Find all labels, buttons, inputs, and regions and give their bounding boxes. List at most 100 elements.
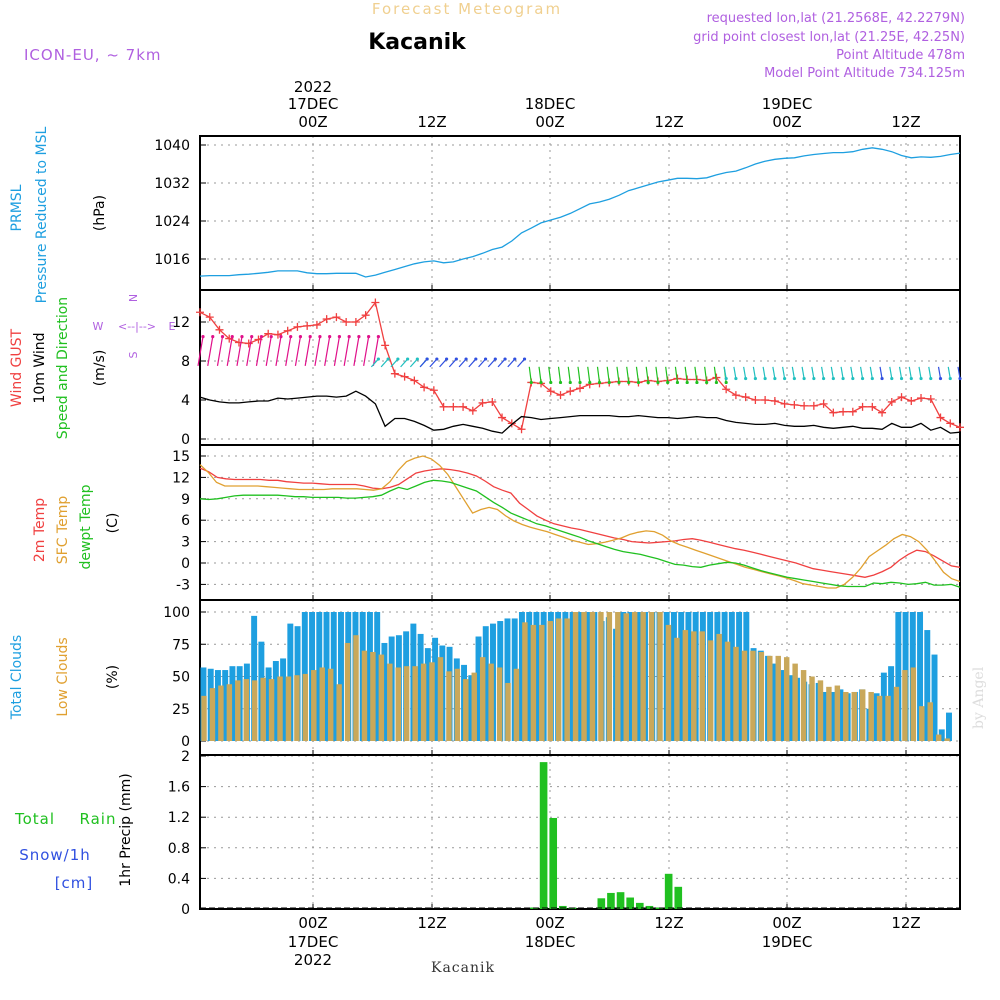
wind-arrow bbox=[947, 366, 951, 379]
wind-arrow-head bbox=[269, 335, 273, 339]
gust-marker bbox=[303, 321, 312, 330]
rain-bar bbox=[539, 762, 548, 909]
wind-arrow bbox=[606, 366, 610, 383]
gust-marker bbox=[468, 406, 477, 415]
wind-arrow bbox=[918, 366, 922, 379]
wind-arrow-head bbox=[890, 376, 894, 381]
gust-marker bbox=[507, 419, 516, 428]
wind-arrow-head bbox=[880, 376, 884, 381]
low-cloud-bar bbox=[294, 675, 300, 741]
gust-marker bbox=[761, 396, 770, 404]
low-cloud-bar bbox=[555, 618, 562, 741]
low-cloud-bar bbox=[277, 676, 283, 741]
ytick-label-wind-1: 4 bbox=[181, 393, 190, 409]
wind-arrow bbox=[226, 336, 233, 366]
wind-arrow bbox=[548, 366, 552, 383]
wind-arrow bbox=[439, 358, 448, 368]
total-cloud-bar bbox=[222, 670, 229, 741]
low-cloud-bar bbox=[800, 670, 807, 741]
wind-arrow-head bbox=[763, 376, 767, 381]
location-title: Kacanik bbox=[368, 30, 467, 55]
wind-arrow bbox=[497, 358, 506, 368]
wind-arrow-head bbox=[230, 335, 234, 339]
total-cloud-bar bbox=[627, 612, 634, 741]
wind-arrow bbox=[478, 358, 487, 368]
total-cloud-bar bbox=[323, 612, 330, 741]
panel-pressure: 1016 1024 1032 1040 bbox=[154, 135, 961, 291]
wind-arrow bbox=[333, 336, 341, 366]
total-cloud-bar bbox=[265, 667, 272, 741]
low-cloud-bar bbox=[412, 666, 418, 741]
compass-n: N bbox=[127, 294, 140, 302]
top-hour-4: 12Z bbox=[654, 113, 683, 131]
rain-bar bbox=[645, 905, 654, 909]
wind-arrow bbox=[363, 336, 370, 366]
low-cloud-bar bbox=[767, 655, 773, 741]
gust-marker bbox=[780, 399, 789, 408]
low-cloud-bar bbox=[817, 680, 824, 741]
gust-marker bbox=[215, 325, 224, 334]
total-cloud-bar bbox=[880, 672, 887, 741]
low-cloud-bar bbox=[809, 676, 815, 741]
wind-arrow bbox=[216, 336, 224, 366]
wind-arrow bbox=[567, 366, 571, 383]
wind-arrow-head bbox=[734, 376, 738, 381]
wind-arrow-head bbox=[415, 357, 419, 361]
total-clouds-label: Total Clouds bbox=[9, 635, 25, 720]
low-cloud-bar bbox=[505, 682, 511, 741]
wind-arrow-head bbox=[454, 357, 458, 361]
wind-arrow-head bbox=[938, 376, 943, 381]
ytick-label-temp-1: 0 bbox=[181, 556, 190, 572]
low-cloud-bar bbox=[513, 668, 520, 741]
wind-arrow-head bbox=[705, 380, 709, 385]
total-cloud-bar bbox=[917, 612, 924, 741]
wind-arrow-head bbox=[539, 380, 543, 385]
gust-marker bbox=[498, 413, 507, 422]
temp-unit-label: (C) bbox=[105, 513, 121, 534]
wind-arrow-head bbox=[753, 376, 757, 381]
low-cloud-bar bbox=[657, 612, 663, 741]
low-cloud-bar bbox=[353, 635, 359, 741]
low-cloud-bar bbox=[741, 650, 748, 741]
wind-arrow-head bbox=[406, 357, 410, 361]
total-cloud-bar bbox=[272, 661, 279, 741]
total-cloud-bar bbox=[526, 612, 533, 741]
gust-marker bbox=[887, 397, 896, 406]
watermark: by Angel bbox=[971, 666, 987, 729]
wind-arrow-head bbox=[347, 335, 351, 339]
wind-arrow bbox=[957, 366, 961, 379]
wind-arrow-head bbox=[444, 357, 449, 361]
wind-arrow-head bbox=[483, 357, 488, 361]
gust-marker bbox=[342, 318, 351, 326]
gust-marker bbox=[410, 376, 419, 385]
ytick-label-temp-0: -3 bbox=[176, 577, 190, 593]
wind-arrow-head bbox=[250, 335, 254, 339]
wind-arrow bbox=[811, 366, 815, 379]
wind-arrow bbox=[616, 366, 620, 383]
total-cloud-bar bbox=[330, 612, 337, 741]
wind-arrow-head bbox=[328, 335, 332, 339]
compass-rose: N W <--|--> E S bbox=[93, 294, 176, 359]
wind-arrow-head bbox=[220, 335, 225, 339]
wind-arrow-head bbox=[851, 376, 855, 381]
low-cloud-bar bbox=[454, 668, 461, 741]
gust-marker bbox=[731, 391, 740, 400]
wind-arrow-head bbox=[318, 335, 322, 339]
gridpoint-coords: grid point closest lon,lat (21.25E, 42.2… bbox=[693, 30, 965, 45]
gust-marker bbox=[400, 372, 409, 381]
gust-marker bbox=[741, 393, 750, 402]
top-day-1: 17DEC bbox=[288, 95, 339, 113]
wind-arrow-head bbox=[289, 335, 293, 339]
bottom-day-2: 18DEC bbox=[525, 933, 576, 951]
model-name: ICON-EU, ~ 7km bbox=[24, 46, 162, 64]
low-cloud-bar bbox=[327, 668, 334, 741]
ytick-label-clouds-1: 25 bbox=[172, 702, 190, 718]
wind-arrow-head bbox=[588, 380, 592, 385]
low-cloud-bar bbox=[361, 650, 368, 741]
tsfc-line bbox=[199, 455, 961, 589]
gust-marker bbox=[420, 383, 429, 392]
wind-arrow-head bbox=[376, 357, 380, 361]
wind-arrow bbox=[713, 366, 718, 383]
ytick-label-precip-3: 1.2 bbox=[168, 810, 190, 826]
wind-arrow-head bbox=[783, 376, 787, 381]
